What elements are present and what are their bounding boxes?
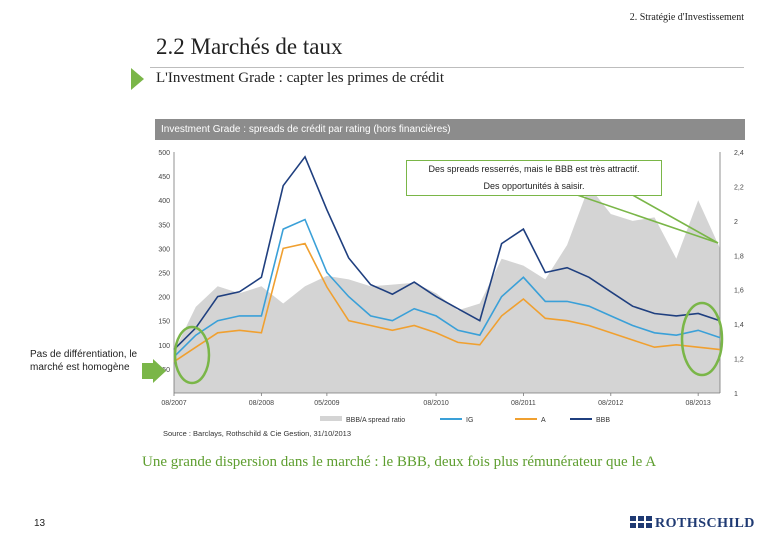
page-number: 13 [34,518,46,529]
highlight-ellipse-2007 [173,325,211,385]
right-tick-label: 1,8 [734,253,744,260]
right-tick-label: 1,4 [734,322,744,329]
slide-title: 2.2 Marchés de taux [156,34,343,59]
arrow-right-icon [142,359,166,383]
highlight-ellipse-2013 [680,301,724,377]
series-line-ig [173,218,721,358]
section-header: 2. Stratégie d'Investissement [629,12,744,23]
left-tick-label: 50 [162,367,170,374]
callout-line-2: Des opportunités à saisir. [483,181,585,191]
slide-subtitle: L'Investment Grade : capter les primes d… [156,70,445,86]
left-tick-label: 200 [158,295,170,302]
spreads-chart: 500 450 400 350 300 250 200 150 100 50 2,4 2,2 2 1,8 1… [158,150,744,438]
left-tick-label: 500 [158,150,170,157]
ratio-area-layer [174,186,720,393]
right-tick-label: 1,2 [734,357,744,364]
legend-label: BBB/A spread ratio [346,417,405,424]
series-line-bbb [173,155,721,351]
chart-header: Investment Grade : spreads de crédit par… [155,119,745,140]
callout-line-1: Des spreads resserrés, mais le BBB est t… [428,164,640,174]
x-tick-label: 05/2009 [314,400,339,407]
title-divider [150,67,744,68]
tick-labels-layer: 500 450 400 350 300 250 200 150 100 50 2,4 2,2 2 1,8 1… [158,150,744,407]
chart-source: Source : Barclays, Rothschild & Cie Gest… [163,429,351,438]
brand-logo: ROTHSCHILD [630,516,755,532]
x-tick-label: 08/2011 [511,400,536,407]
left-tick-label: 300 [158,246,170,253]
left-tick-label: 250 [158,271,170,278]
legend-label: BBB [596,417,610,424]
x-tick-label: 08/2008 [249,400,274,407]
left-tick-label: 400 [158,198,170,205]
legend-swatch [320,416,342,421]
x-tick-label: 08/2007 [161,400,186,407]
chart-legend: BBB/A spread ratio IG A BBB [320,416,610,424]
right-tick-label: 1,6 [734,288,744,295]
series-lines-layer [173,155,721,363]
x-tick-label: 08/2012 [598,400,623,407]
rothschild-arrows-icon [630,516,652,528]
arrow-right-icon [131,68,144,90]
legend-label: IG [466,417,473,424]
conclusion-text: Une grande dispersion dans le marché : l… [142,454,657,470]
legend-label: A [541,417,546,424]
left-tick-label: 350 [158,222,170,229]
brand-name: ROTHSCHILD [655,516,755,531]
x-tick-label: 08/2010 [423,400,448,407]
left-tick-label: 150 [158,319,170,326]
right-tick-label: 2,4 [734,150,744,157]
series-line-a [173,242,721,363]
right-tick-label: 1 [734,391,738,398]
right-tick-label: 2,2 [734,184,744,191]
series-area-bbb-a-spread-ratio [174,186,720,393]
callout-box: Des spreads resserrés, mais le BBB est t… [406,160,662,196]
left-tick-label: 450 [158,174,170,181]
x-tick-label: 08/2013 [686,400,711,407]
right-tick-label: 2 [734,219,738,226]
side-note: Pas de différentiation, le marché est ho… [30,349,138,373]
left-tick-label: 100 [158,343,170,350]
